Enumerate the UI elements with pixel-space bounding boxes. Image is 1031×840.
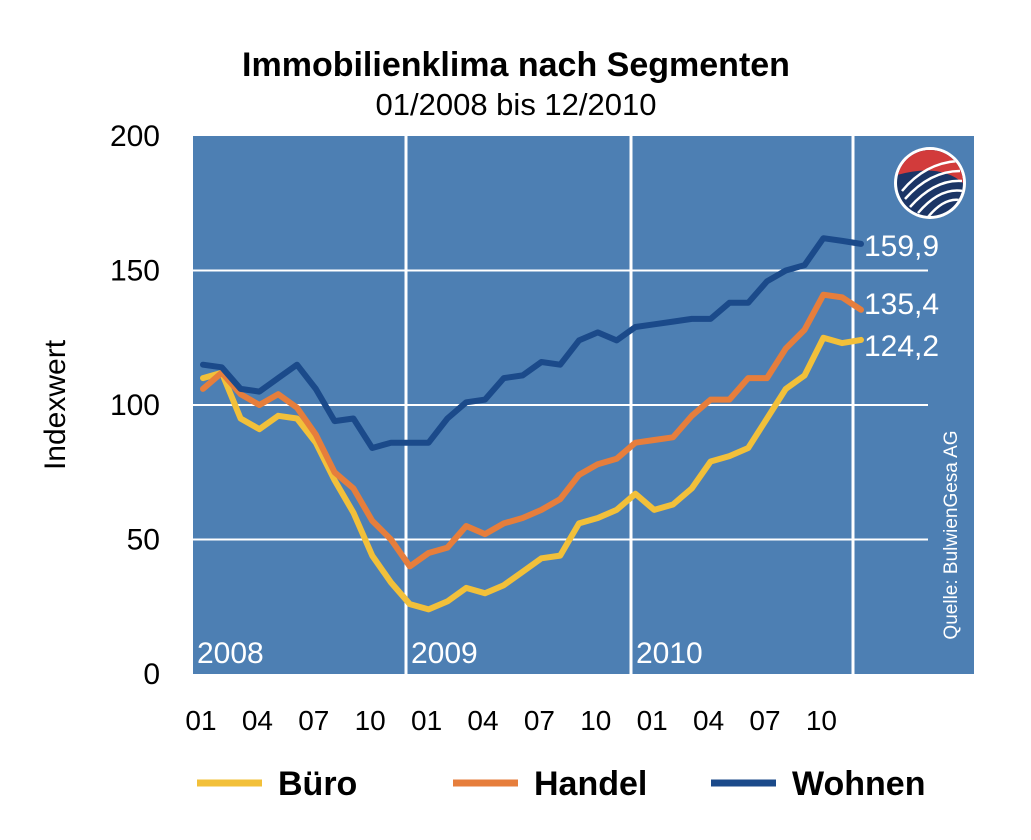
x-tick-label: 01 [185, 705, 216, 736]
y-tick-label: 100 [110, 389, 160, 422]
end-label-büro: 124,2 [864, 330, 939, 363]
series-lines [200, 235, 864, 613]
end-label-handel: 135,4 [864, 288, 939, 321]
end-labels: 124,2 135,4 159,9 [864, 230, 939, 363]
legend-label-büro: Büro [278, 765, 357, 803]
y-tick-label: 0 [143, 658, 160, 691]
chart-title: Immobilienklima nach Segmenten [242, 46, 790, 84]
end-label-wohnen: 159,9 [864, 230, 939, 263]
legend-label-handel: Handel [534, 765, 647, 803]
x-tick-label: 07 [524, 705, 555, 736]
y-tick-label: 50 [127, 524, 160, 557]
year-dividers [404, 136, 855, 674]
source-label: Quelle: BulwienGesa AG [941, 430, 962, 639]
x-tick-label: 01 [411, 705, 442, 736]
year-label-2008: 2008 [197, 637, 264, 670]
y-tick-label: 150 [110, 255, 160, 288]
x-tick-label: 07 [749, 705, 780, 736]
x-tick-label: 10 [580, 705, 611, 736]
x-tick-label: 04 [467, 705, 498, 736]
x-ticks: 01 04 07 10 01 04 07 10 01 04 07 10 [185, 705, 837, 736]
legend: Büro Handel Wohnen [197, 765, 925, 803]
y-tick-label: 200 [110, 120, 160, 153]
year-label-2010: 2010 [636, 637, 703, 670]
y-axis-label: Indexwert [39, 339, 72, 470]
x-tick-label: 01 [637, 705, 668, 736]
x-tick-label: 04 [693, 705, 724, 736]
legend-label-wohnen: Wohnen [792, 765, 925, 803]
logo [894, 147, 966, 219]
x-tick-label: 04 [242, 705, 273, 736]
y-ticks: 0 50 100 150 200 [110, 120, 160, 691]
x-tick-label: 07 [298, 705, 329, 736]
chart-subtitle: 01/2008 bis 12/2010 [376, 87, 657, 122]
series-line-handel [200, 291, 864, 570]
series-line-büro [200, 334, 864, 613]
year-labels: 2008 2009 2010 [197, 637, 703, 670]
gridlines [193, 269, 928, 541]
year-label-2009: 2009 [411, 637, 478, 670]
series-line-wohnen [200, 235, 864, 451]
x-tick-label: 10 [806, 705, 837, 736]
x-tick-label: 10 [355, 705, 386, 736]
